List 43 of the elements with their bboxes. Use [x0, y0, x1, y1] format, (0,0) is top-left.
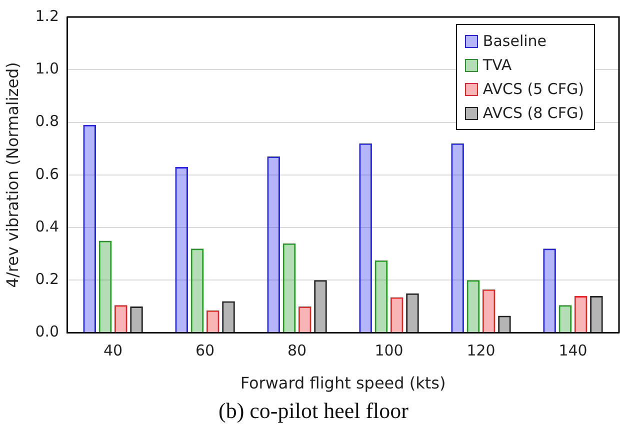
y-tick-label: 1.2 [35, 6, 60, 25]
y-tick-label: 0.2 [35, 270, 60, 288]
y-axis-title: 4/rev vibration (Normalized) [2, 62, 22, 288]
legend-label: TVA [482, 55, 512, 76]
bar [574, 296, 588, 332]
bar [543, 248, 556, 332]
bar [406, 293, 419, 332]
bar [222, 301, 235, 332]
bar [314, 280, 327, 332]
x-axis-title: Forward flight speed (kts) [240, 374, 446, 393]
legend-label: AVCS (5 CFG) [482, 79, 584, 100]
x-tick-label: 40 [104, 342, 123, 360]
bar [374, 260, 388, 332]
bar [190, 248, 204, 332]
bar [466, 280, 480, 332]
bar [114, 305, 128, 332]
x-tick-label: 120 [466, 342, 496, 360]
bar [206, 310, 220, 332]
bar [282, 243, 296, 332]
y-tick-label: 0.0 [35, 322, 60, 341]
legend-label: Baseline [482, 31, 547, 52]
x-tick-label: 80 [287, 342, 307, 360]
bar [267, 156, 280, 332]
legend-label: AVCS (8 CFG) [482, 103, 584, 124]
text: (b) co-pilot heel floor [218, 398, 410, 424]
bar [83, 124, 96, 332]
x-tick-label: 100 [374, 342, 404, 360]
bar [390, 297, 404, 332]
bar [451, 143, 464, 332]
bar [298, 306, 312, 332]
bar [558, 305, 572, 332]
y-tick-label: 0.8 [35, 112, 60, 130]
y-tick-label: 0.4 [35, 217, 60, 236]
bar [359, 143, 372, 332]
bar [482, 289, 496, 332]
bar [590, 296, 603, 332]
bar [130, 306, 143, 332]
bar [175, 167, 188, 332]
x-tick-label: 140 [558, 342, 588, 360]
x-tick-label: 60 [195, 342, 215, 360]
y-tick-label: 0.6 [35, 164, 60, 183]
bar [98, 240, 112, 332]
y-tick-label: 1.0 [35, 60, 60, 78]
